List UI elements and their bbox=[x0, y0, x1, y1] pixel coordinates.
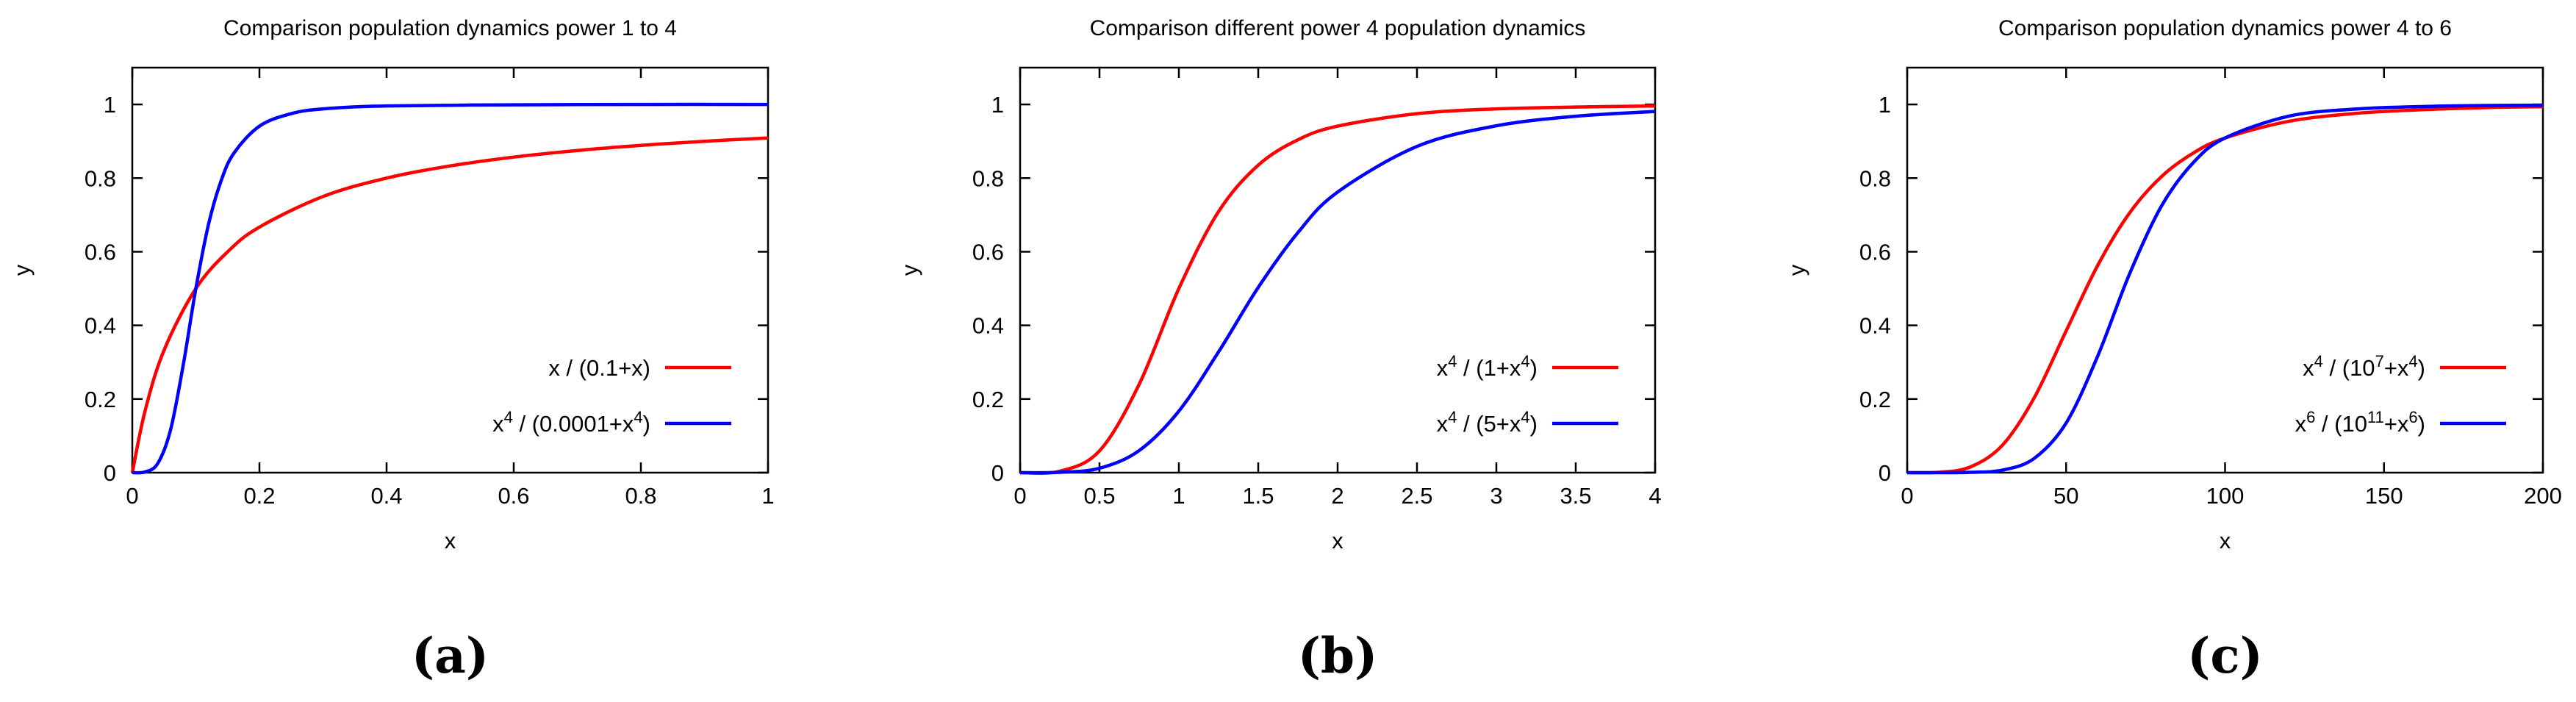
legend-text: x bbox=[1437, 411, 1449, 437]
y-axis-label: y bbox=[897, 264, 922, 276]
legend-text: x bbox=[492, 411, 504, 437]
x-tick-label: 3 bbox=[1490, 483, 1502, 509]
legend-text: / (10 bbox=[2315, 411, 2367, 437]
y-tick-label: 1 bbox=[104, 92, 116, 118]
x-tick-label: 200 bbox=[2524, 483, 2562, 509]
x-tick-label: 3.5 bbox=[1560, 483, 1591, 509]
y-tick-label: 0.2 bbox=[972, 387, 1004, 412]
x-axis-label: x bbox=[2220, 528, 2231, 554]
y-axis-label: y bbox=[9, 264, 35, 276]
x-tick-label: 1 bbox=[1172, 483, 1185, 509]
series-line-1 bbox=[1019, 104, 1656, 475]
legend-entry: x6 / (1011+x6) bbox=[2295, 408, 2425, 437]
legend-text: x bbox=[1437, 355, 1449, 381]
legend-superscript: 4 bbox=[1448, 352, 1457, 370]
y-tick-label: 1 bbox=[1879, 92, 1891, 118]
legend-superscript: 4 bbox=[2314, 352, 2323, 370]
plot-frame bbox=[1019, 66, 1657, 474]
chart-panel-1: Comparison population dynamics power 1 t… bbox=[9, 16, 775, 684]
x-tick-label: 50 bbox=[2053, 483, 2078, 509]
legend-text: ) bbox=[1530, 355, 1538, 381]
x-axis-label: x bbox=[445, 528, 456, 554]
legend-text: ) bbox=[643, 411, 650, 437]
series-line-2 bbox=[1906, 103, 2544, 475]
legend-superscript: 6 bbox=[2408, 408, 2417, 426]
legend-superscript: 4 bbox=[1521, 408, 1529, 426]
y-tick-label: 0.2 bbox=[1859, 387, 1891, 412]
y-tick-label: 0.4 bbox=[85, 313, 116, 339]
chart-title: Comparison different power 4 population … bbox=[1090, 16, 1586, 40]
y-axis-label: y bbox=[1784, 264, 1809, 276]
legend-text: x / (0.1+x) bbox=[548, 355, 650, 381]
x-axis-label: x bbox=[1332, 528, 1343, 554]
legend-text: / (5+x bbox=[1457, 411, 1521, 437]
legend-entry: x4 / (107+x4) bbox=[2303, 352, 2425, 381]
legend-text: / (0.0001+x bbox=[513, 411, 634, 437]
legend-text: ) bbox=[1530, 411, 1538, 437]
legend-superscript: 6 bbox=[2306, 408, 2315, 426]
legend-superscript: 4 bbox=[504, 408, 513, 426]
series-line-1 bbox=[1906, 104, 2544, 475]
legend-text: +x bbox=[2384, 355, 2409, 381]
y-tick-label: 0 bbox=[991, 460, 1004, 486]
x-tick-label: 0 bbox=[1013, 483, 1026, 509]
x-tick-label: 4 bbox=[1648, 483, 1661, 509]
legend-text: x bbox=[2303, 355, 2314, 381]
y-tick-label: 0 bbox=[1879, 460, 1891, 486]
legend-text: +x bbox=[2384, 411, 2409, 437]
y-tick-label: 0.8 bbox=[1859, 165, 1891, 191]
x-tick-label: 0.6 bbox=[498, 483, 529, 509]
legend-text: ) bbox=[2418, 411, 2425, 437]
panel-caption: (a) bbox=[412, 627, 489, 684]
x-tick-label: 0 bbox=[1901, 483, 1913, 509]
panel-caption: (c) bbox=[2187, 627, 2263, 684]
x-tick-label: 100 bbox=[2206, 483, 2245, 509]
y-tick-label: 0.2 bbox=[85, 387, 116, 412]
legend-superscript: 7 bbox=[2375, 352, 2384, 370]
y-tick-label: 0.6 bbox=[1859, 239, 1891, 265]
y-tick-label: 0 bbox=[104, 460, 116, 486]
legend-entry: x4 / (0.0001+x4) bbox=[492, 408, 650, 437]
series-line-1 bbox=[130, 136, 769, 473]
series-line-2 bbox=[1019, 110, 1656, 475]
panel-caption: (b) bbox=[1298, 627, 1378, 684]
x-tick-label: 1.5 bbox=[1242, 483, 1274, 509]
legend-superscript: 4 bbox=[2408, 352, 2417, 370]
chart-panel-2: Comparison different power 4 population … bbox=[897, 16, 1662, 684]
legend-text: ) bbox=[2418, 355, 2425, 381]
legend-text: / (10 bbox=[2323, 355, 2375, 381]
legend-superscript: 4 bbox=[634, 408, 642, 426]
chart-title: Comparison population dynamics power 4 t… bbox=[1998, 16, 2452, 40]
chart-panel-3: Comparison population dynamics power 4 t… bbox=[1784, 16, 2562, 684]
x-tick-label: 1 bbox=[761, 483, 774, 509]
y-tick-label: 1 bbox=[991, 92, 1004, 118]
legend-superscript: 4 bbox=[1448, 408, 1457, 426]
x-tick-label: 0.8 bbox=[625, 483, 656, 509]
y-tick-label: 0.6 bbox=[85, 239, 116, 265]
legend-superscript: 11 bbox=[2367, 408, 2384, 426]
legend-entry: x / (0.1+x) bbox=[548, 355, 650, 381]
plot-frame bbox=[1906, 66, 2544, 474]
y-tick-label: 0.8 bbox=[85, 165, 116, 191]
legend-entry: x4 / (1+x4) bbox=[1437, 352, 1538, 381]
legend-superscript: 4 bbox=[1521, 352, 1529, 370]
chart-title: Comparison population dynamics power 1 t… bbox=[223, 16, 677, 40]
x-tick-label: 0.4 bbox=[370, 483, 402, 509]
x-tick-label: 150 bbox=[2365, 483, 2403, 509]
x-tick-label: 0.2 bbox=[243, 483, 275, 509]
y-tick-label: 0.6 bbox=[972, 239, 1004, 265]
x-tick-label: 2 bbox=[1331, 483, 1343, 509]
legend-text: x bbox=[2295, 411, 2307, 437]
y-tick-label: 0.4 bbox=[972, 313, 1004, 339]
x-tick-label: 0 bbox=[126, 483, 138, 509]
plot-frame bbox=[131, 66, 769, 474]
y-tick-label: 0.4 bbox=[1859, 313, 1891, 339]
x-tick-label: 2.5 bbox=[1401, 483, 1432, 509]
legend-text: / (1+x bbox=[1457, 355, 1521, 381]
y-tick-label: 0.8 bbox=[972, 165, 1004, 191]
legend-entry: x4 / (5+x4) bbox=[1437, 408, 1538, 437]
series-line-2 bbox=[132, 102, 769, 475]
x-tick-label: 0.5 bbox=[1083, 483, 1115, 509]
